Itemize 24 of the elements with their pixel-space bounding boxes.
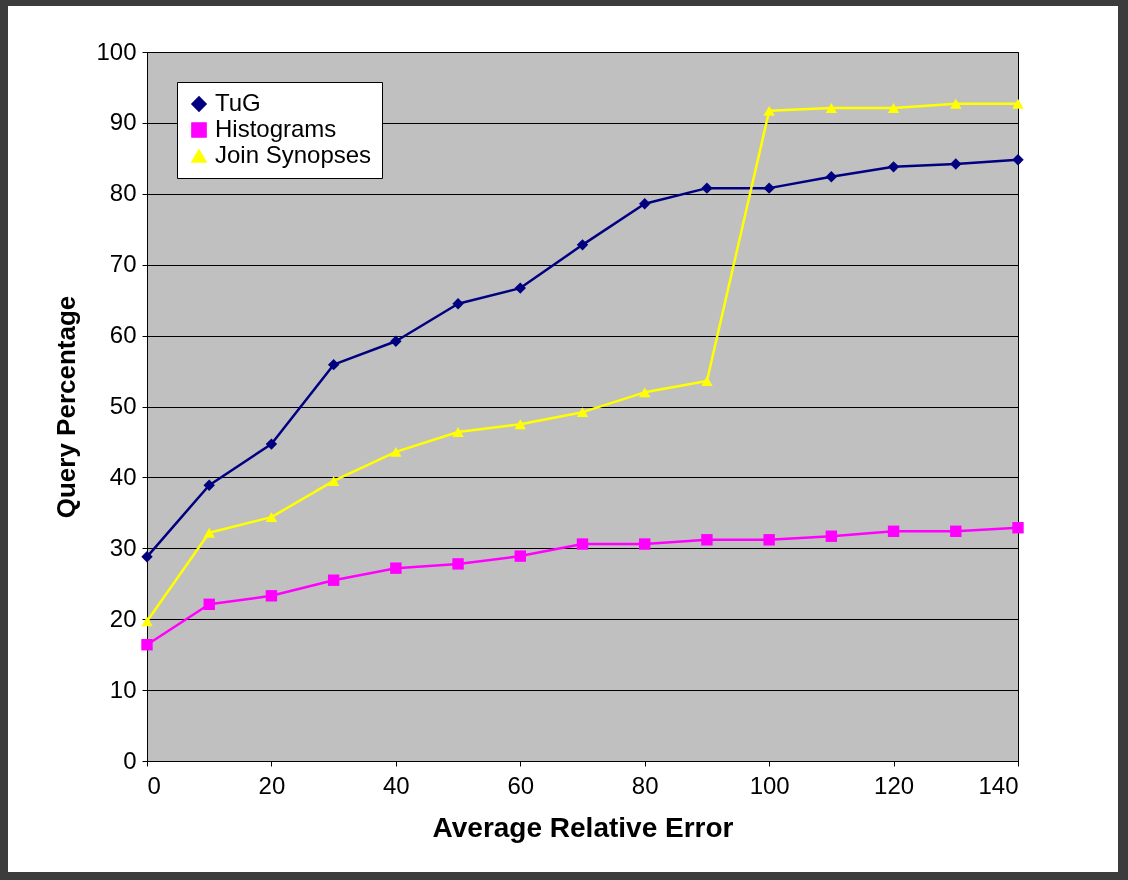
legend-label: Join Synopses: [215, 141, 372, 168]
x-tick-label: 20: [258, 771, 286, 799]
y-tick-label: 40: [109, 462, 137, 490]
x-tick-label: 80: [631, 771, 659, 799]
x-tick-label: 120: [874, 771, 915, 799]
y-tick-label: 80: [109, 179, 137, 207]
x-tick-label: 100: [749, 771, 790, 799]
y-tick-label: 0: [123, 746, 137, 774]
y-tick-label: 20: [109, 604, 137, 632]
y-tick-label: 70: [109, 250, 137, 278]
x-axis-title: Average Relative Error: [432, 811, 734, 843]
legend-label: TuG: [215, 89, 261, 116]
x-tick-label: 60: [507, 771, 535, 799]
y-tick-label: 100: [96, 37, 137, 65]
x-tick-label: 40: [383, 771, 410, 799]
legend-label: Histograms: [215, 115, 337, 142]
x-tick-label: 140: [978, 771, 1019, 799]
y-tick-label: 10: [109, 675, 137, 703]
x-tick-label: 0: [147, 771, 161, 799]
y-tick-label: 50: [109, 392, 137, 419]
y-tick-label: 30: [109, 533, 137, 561]
y-axis-title: Query Percentage: [51, 295, 82, 519]
y-tick-label: 90: [109, 108, 137, 136]
y-tick-label: 60: [109, 321, 137, 349]
